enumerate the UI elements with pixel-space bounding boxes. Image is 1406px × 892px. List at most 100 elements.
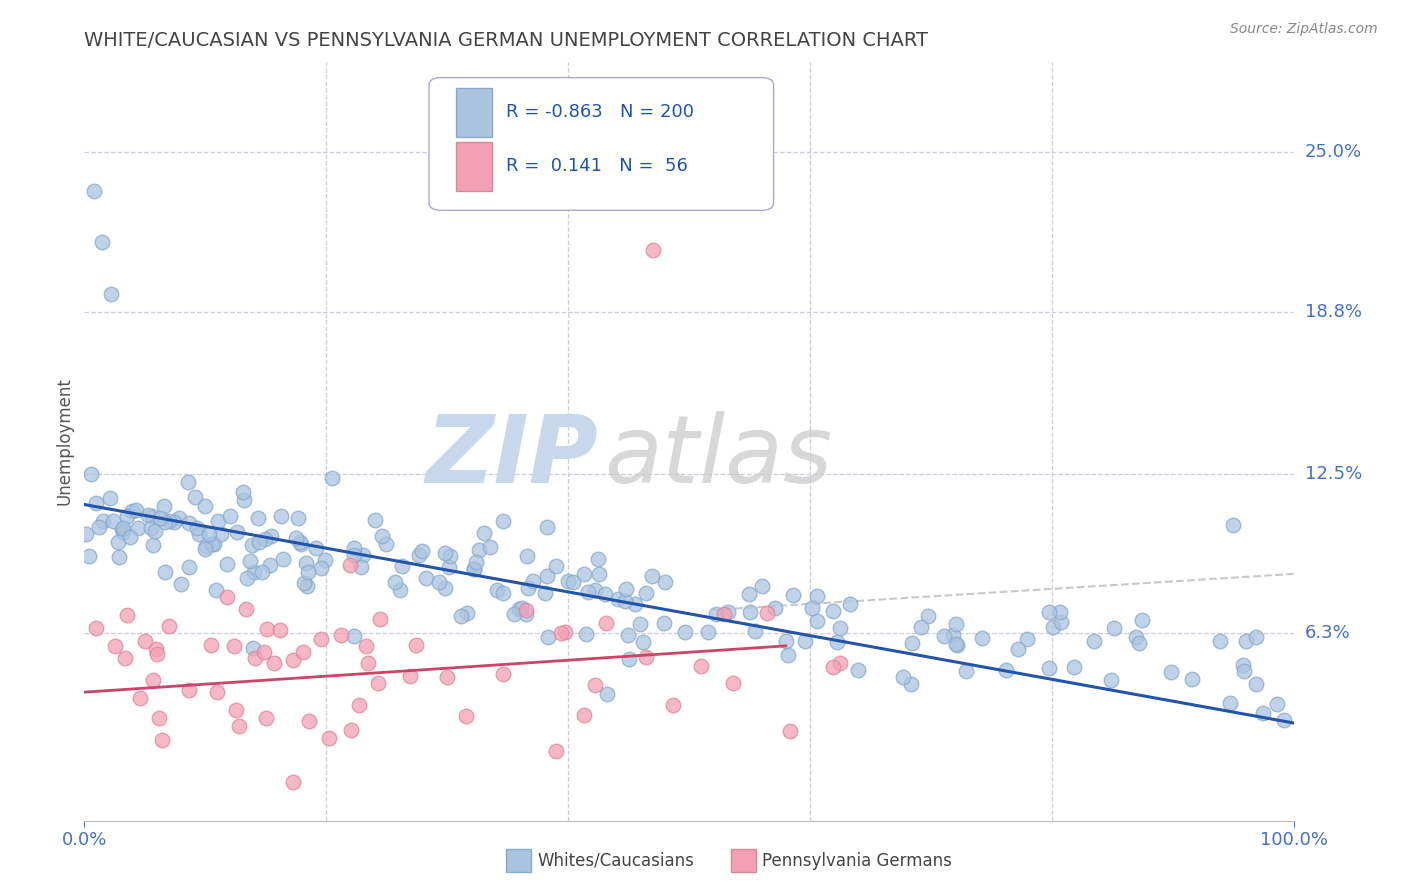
Point (823, 660, 845, 674)
Point (157, 619, 180, 633)
Point (717, 605, 740, 619)
Point (536, 569, 558, 583)
Point (536, 519, 558, 533)
Point (243, 651, 266, 665)
Point (640, 569, 662, 583)
Point (375, 537, 398, 551)
Text: Whites/Caucasians: Whites/Caucasians (537, 852, 695, 870)
Point (704, 607, 727, 621)
Point (450, 609, 472, 624)
Point (207, 684, 229, 698)
Point (586, 552, 609, 566)
Point (437, 560, 460, 574)
Point (456, 709, 478, 723)
Point (290, 534, 312, 549)
Point (215, 590, 238, 604)
Point (141, 508, 163, 523)
Point (463, 562, 485, 576)
Point (349, 698, 371, 712)
Point (364, 513, 387, 527)
Point (127, 521, 149, 535)
Point (1049, 615, 1071, 630)
Point (101, 515, 124, 529)
Point (260, 529, 283, 543)
Point (654, 616, 676, 631)
Point (572, 707, 595, 722)
Point (917, 609, 939, 624)
Point (188, 527, 211, 541)
Point (153, 565, 176, 579)
Point (146, 647, 169, 661)
Point (561, 574, 583, 589)
Point (550, 626, 572, 640)
Point (1244, 630, 1267, 644)
Point (641, 243, 664, 257)
Point (111, 522, 134, 536)
Point (955, 664, 977, 678)
Point (616, 628, 638, 642)
Point (1038, 605, 1060, 619)
Point (945, 616, 967, 631)
Point (200, 638, 222, 652)
Point (546, 744, 568, 758)
Point (522, 574, 544, 588)
Point (367, 675, 389, 690)
Point (806, 615, 828, 629)
Point (176, 475, 198, 489)
Point (201, 536, 224, 550)
Point (744, 624, 766, 638)
Point (205, 583, 228, 598)
Point (232, 485, 254, 500)
Point (100, 286, 122, 301)
Text: 25.0%: 25.0% (1305, 144, 1362, 161)
Point (619, 652, 641, 666)
Point (149, 511, 172, 525)
Point (179, 683, 201, 698)
Point (439, 549, 461, 563)
Point (636, 585, 658, 599)
Point (389, 583, 412, 598)
Point (607, 592, 630, 607)
Point (309, 632, 332, 647)
Point (614, 582, 637, 597)
Point (142, 538, 165, 552)
Point (125, 503, 148, 517)
Point (242, 641, 264, 656)
Point (84, 496, 107, 510)
Point (98, 491, 121, 505)
Point (186, 521, 208, 535)
Text: Source: ZipAtlas.com: Source: ZipAtlas.com (1230, 22, 1378, 37)
Point (405, 639, 427, 653)
Text: 12.5%: 12.5% (1305, 465, 1362, 483)
Point (352, 548, 374, 562)
Point (107, 535, 129, 549)
Point (183, 490, 205, 504)
Point (751, 578, 773, 592)
Point (198, 527, 221, 541)
Point (91, 235, 114, 250)
Point (825, 635, 848, 649)
Point (1015, 632, 1038, 646)
Point (1234, 634, 1257, 648)
Point (283, 652, 305, 666)
Point (153, 499, 176, 513)
Point (821, 604, 844, 618)
Point (1274, 713, 1296, 727)
Point (806, 590, 828, 604)
Point (1063, 660, 1085, 674)
Point (738, 587, 761, 601)
Bar (456, 142, 492, 191)
Point (779, 723, 801, 738)
Point (1083, 634, 1105, 648)
Point (1160, 665, 1182, 679)
Point (900, 677, 922, 691)
Point (585, 678, 607, 692)
Point (170, 576, 193, 591)
FancyBboxPatch shape (429, 78, 773, 211)
Point (468, 543, 491, 558)
Point (215, 557, 238, 571)
Point (830, 621, 852, 635)
Point (339, 558, 361, 572)
Point (575, 627, 598, 641)
Point (295, 579, 318, 593)
